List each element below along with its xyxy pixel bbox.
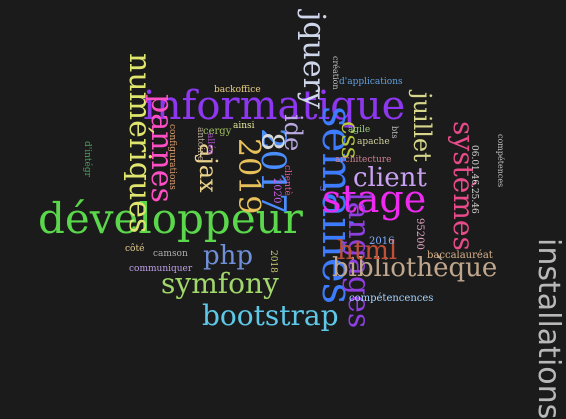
word-95200: 95200 [414,218,425,250]
word-bootstrap: bootstrap [202,299,339,332]
word-bts: bts [390,126,399,139]
word-phone-number: 06.01.46.25.46 [469,145,479,214]
word-bibliotheque: bibliothèque [332,253,498,283]
word-installations: installations [531,238,566,419]
word-competences: compétences [496,134,505,188]
word-php: php [203,241,254,271]
word-antoine: antoine [195,127,205,162]
word-2018: 2018 [268,250,278,273]
word-architecture: architecture [335,155,392,165]
word-baccalaureat: baccalauréat [427,250,493,261]
word-cergy: cergy [203,126,232,137]
word-camson: camson [153,249,188,259]
word-2020: 2020 [271,178,282,204]
word-competencences: compétencences [349,293,434,304]
word-communiquer: communiquer [129,264,193,274]
word-dapplications: d'applications [339,77,403,87]
word-allee: allée [205,133,215,155]
word-apache: apache [357,137,390,147]
word-symfony: symfony [161,267,279,300]
word-client: client [353,163,427,193]
word-cote: côté [125,244,145,254]
word-creation: création [331,56,340,90]
word-jquery: jquery [296,12,331,109]
word-developpeur: développeur [38,194,303,243]
word-informatique: informatique [143,83,406,129]
word-2016: 2016 [369,236,395,247]
word-ide: ide [279,114,307,152]
word-agile: agile [348,125,371,135]
word-ainsi: ainsi [233,121,255,131]
word-dintegr: d'intégr [82,141,92,177]
word-stage: stage [322,177,427,221]
word-backoffice: backoffice [214,85,261,95]
word-cliente: clientè [282,165,292,196]
word-3: 3 [318,186,327,192]
word-html: html [337,236,398,266]
word-juillet: juillet [408,92,436,162]
word-configurations: configurations [167,124,177,190]
